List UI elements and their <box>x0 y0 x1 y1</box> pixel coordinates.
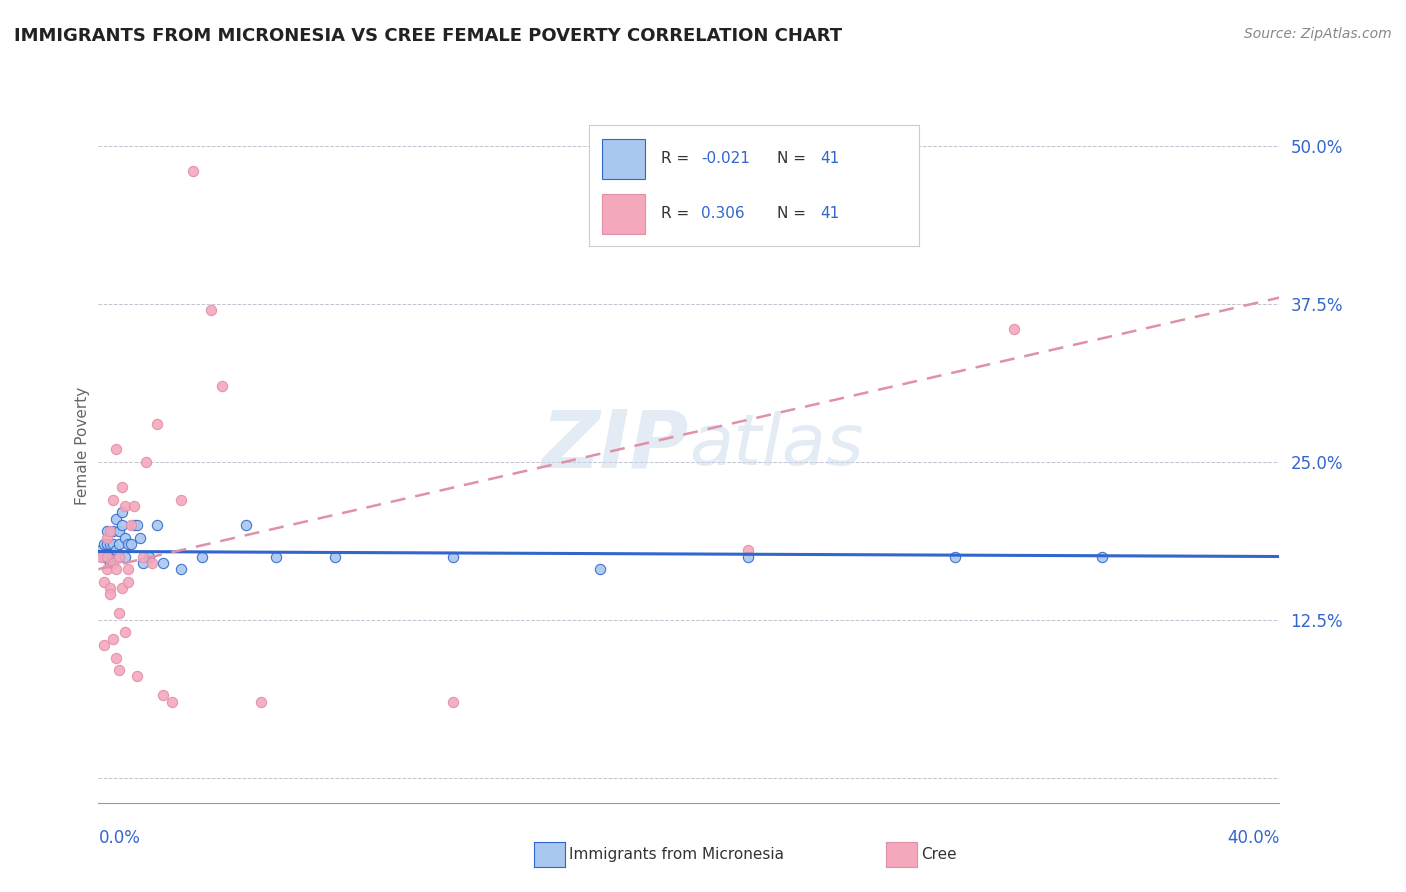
Point <box>96 549 118 564</box>
Point <box>90 549 112 564</box>
Point <box>103 492 125 507</box>
Text: atlas: atlas <box>689 411 863 481</box>
Text: 0.0%: 0.0% <box>98 829 141 847</box>
Point <box>264 549 287 564</box>
Point <box>90 543 112 558</box>
Point <box>146 517 169 532</box>
Point <box>120 537 142 551</box>
Point <box>191 549 214 564</box>
Point <box>200 303 222 318</box>
Point <box>250 695 273 709</box>
Point <box>943 549 966 564</box>
Point <box>114 549 136 564</box>
Text: IMMIGRANTS FROM MICRONESIA VS CREE FEMALE POVERTY CORRELATION CHART: IMMIGRANTS FROM MICRONESIA VS CREE FEMAL… <box>14 27 842 45</box>
Point <box>98 587 121 601</box>
Point <box>105 650 128 665</box>
Point <box>170 562 193 576</box>
Point <box>98 581 121 595</box>
Point <box>96 562 118 576</box>
Point <box>135 455 157 469</box>
Text: Source: ZipAtlas.com: Source: ZipAtlas.com <box>1244 27 1392 41</box>
Point <box>211 379 233 393</box>
Point <box>441 549 464 564</box>
Point <box>141 556 163 570</box>
Point <box>114 499 136 513</box>
Point <box>125 517 148 532</box>
Point <box>138 549 160 564</box>
Point <box>441 695 464 709</box>
Point <box>323 549 346 564</box>
Point <box>1002 322 1025 336</box>
Point <box>98 524 121 539</box>
Text: Immigrants from Micronesia: Immigrants from Micronesia <box>569 847 785 862</box>
Point <box>181 164 204 178</box>
Text: 40.0%: 40.0% <box>1227 829 1279 847</box>
Point <box>737 543 759 558</box>
Point <box>108 537 131 551</box>
Point <box>114 625 136 640</box>
Point <box>737 549 759 564</box>
Point <box>122 517 145 532</box>
Point <box>103 556 125 570</box>
Point <box>152 689 174 703</box>
Point <box>105 549 128 564</box>
Point <box>98 556 121 570</box>
Text: ZIP: ZIP <box>541 407 689 485</box>
Point <box>98 549 121 564</box>
Point <box>152 556 174 570</box>
Point <box>105 442 128 457</box>
Text: Cree: Cree <box>921 847 956 862</box>
Point <box>132 556 155 570</box>
Point <box>589 562 612 576</box>
Point <box>96 531 118 545</box>
Point <box>117 562 139 576</box>
Point <box>105 543 128 558</box>
Point <box>96 537 118 551</box>
Point <box>146 417 169 431</box>
Point <box>1091 549 1114 564</box>
Point <box>93 549 115 564</box>
Point <box>132 549 155 564</box>
Point <box>108 663 131 677</box>
Point <box>103 537 125 551</box>
Point <box>117 574 139 589</box>
Point <box>105 511 128 525</box>
Point <box>235 517 257 532</box>
Point <box>96 524 118 539</box>
Point <box>108 549 131 564</box>
Point <box>125 669 148 683</box>
Point <box>108 607 131 621</box>
Point <box>98 537 121 551</box>
Point <box>117 537 139 551</box>
Point <box>108 524 131 539</box>
Point <box>128 531 150 545</box>
Point <box>111 517 134 532</box>
Point <box>103 549 125 564</box>
Point <box>96 549 118 564</box>
Point <box>93 638 115 652</box>
Point <box>103 524 125 539</box>
Point <box>162 695 183 709</box>
Point <box>105 562 128 576</box>
Point <box>93 574 115 589</box>
Point <box>122 499 145 513</box>
Point <box>170 492 193 507</box>
Point <box>111 505 134 519</box>
Point <box>120 517 142 532</box>
Point <box>114 531 136 545</box>
Y-axis label: Female Poverty: Female Poverty <box>75 387 90 505</box>
Point <box>111 581 134 595</box>
Point <box>93 537 115 551</box>
Point <box>111 480 134 494</box>
Point <box>103 632 125 646</box>
Point <box>108 549 131 564</box>
